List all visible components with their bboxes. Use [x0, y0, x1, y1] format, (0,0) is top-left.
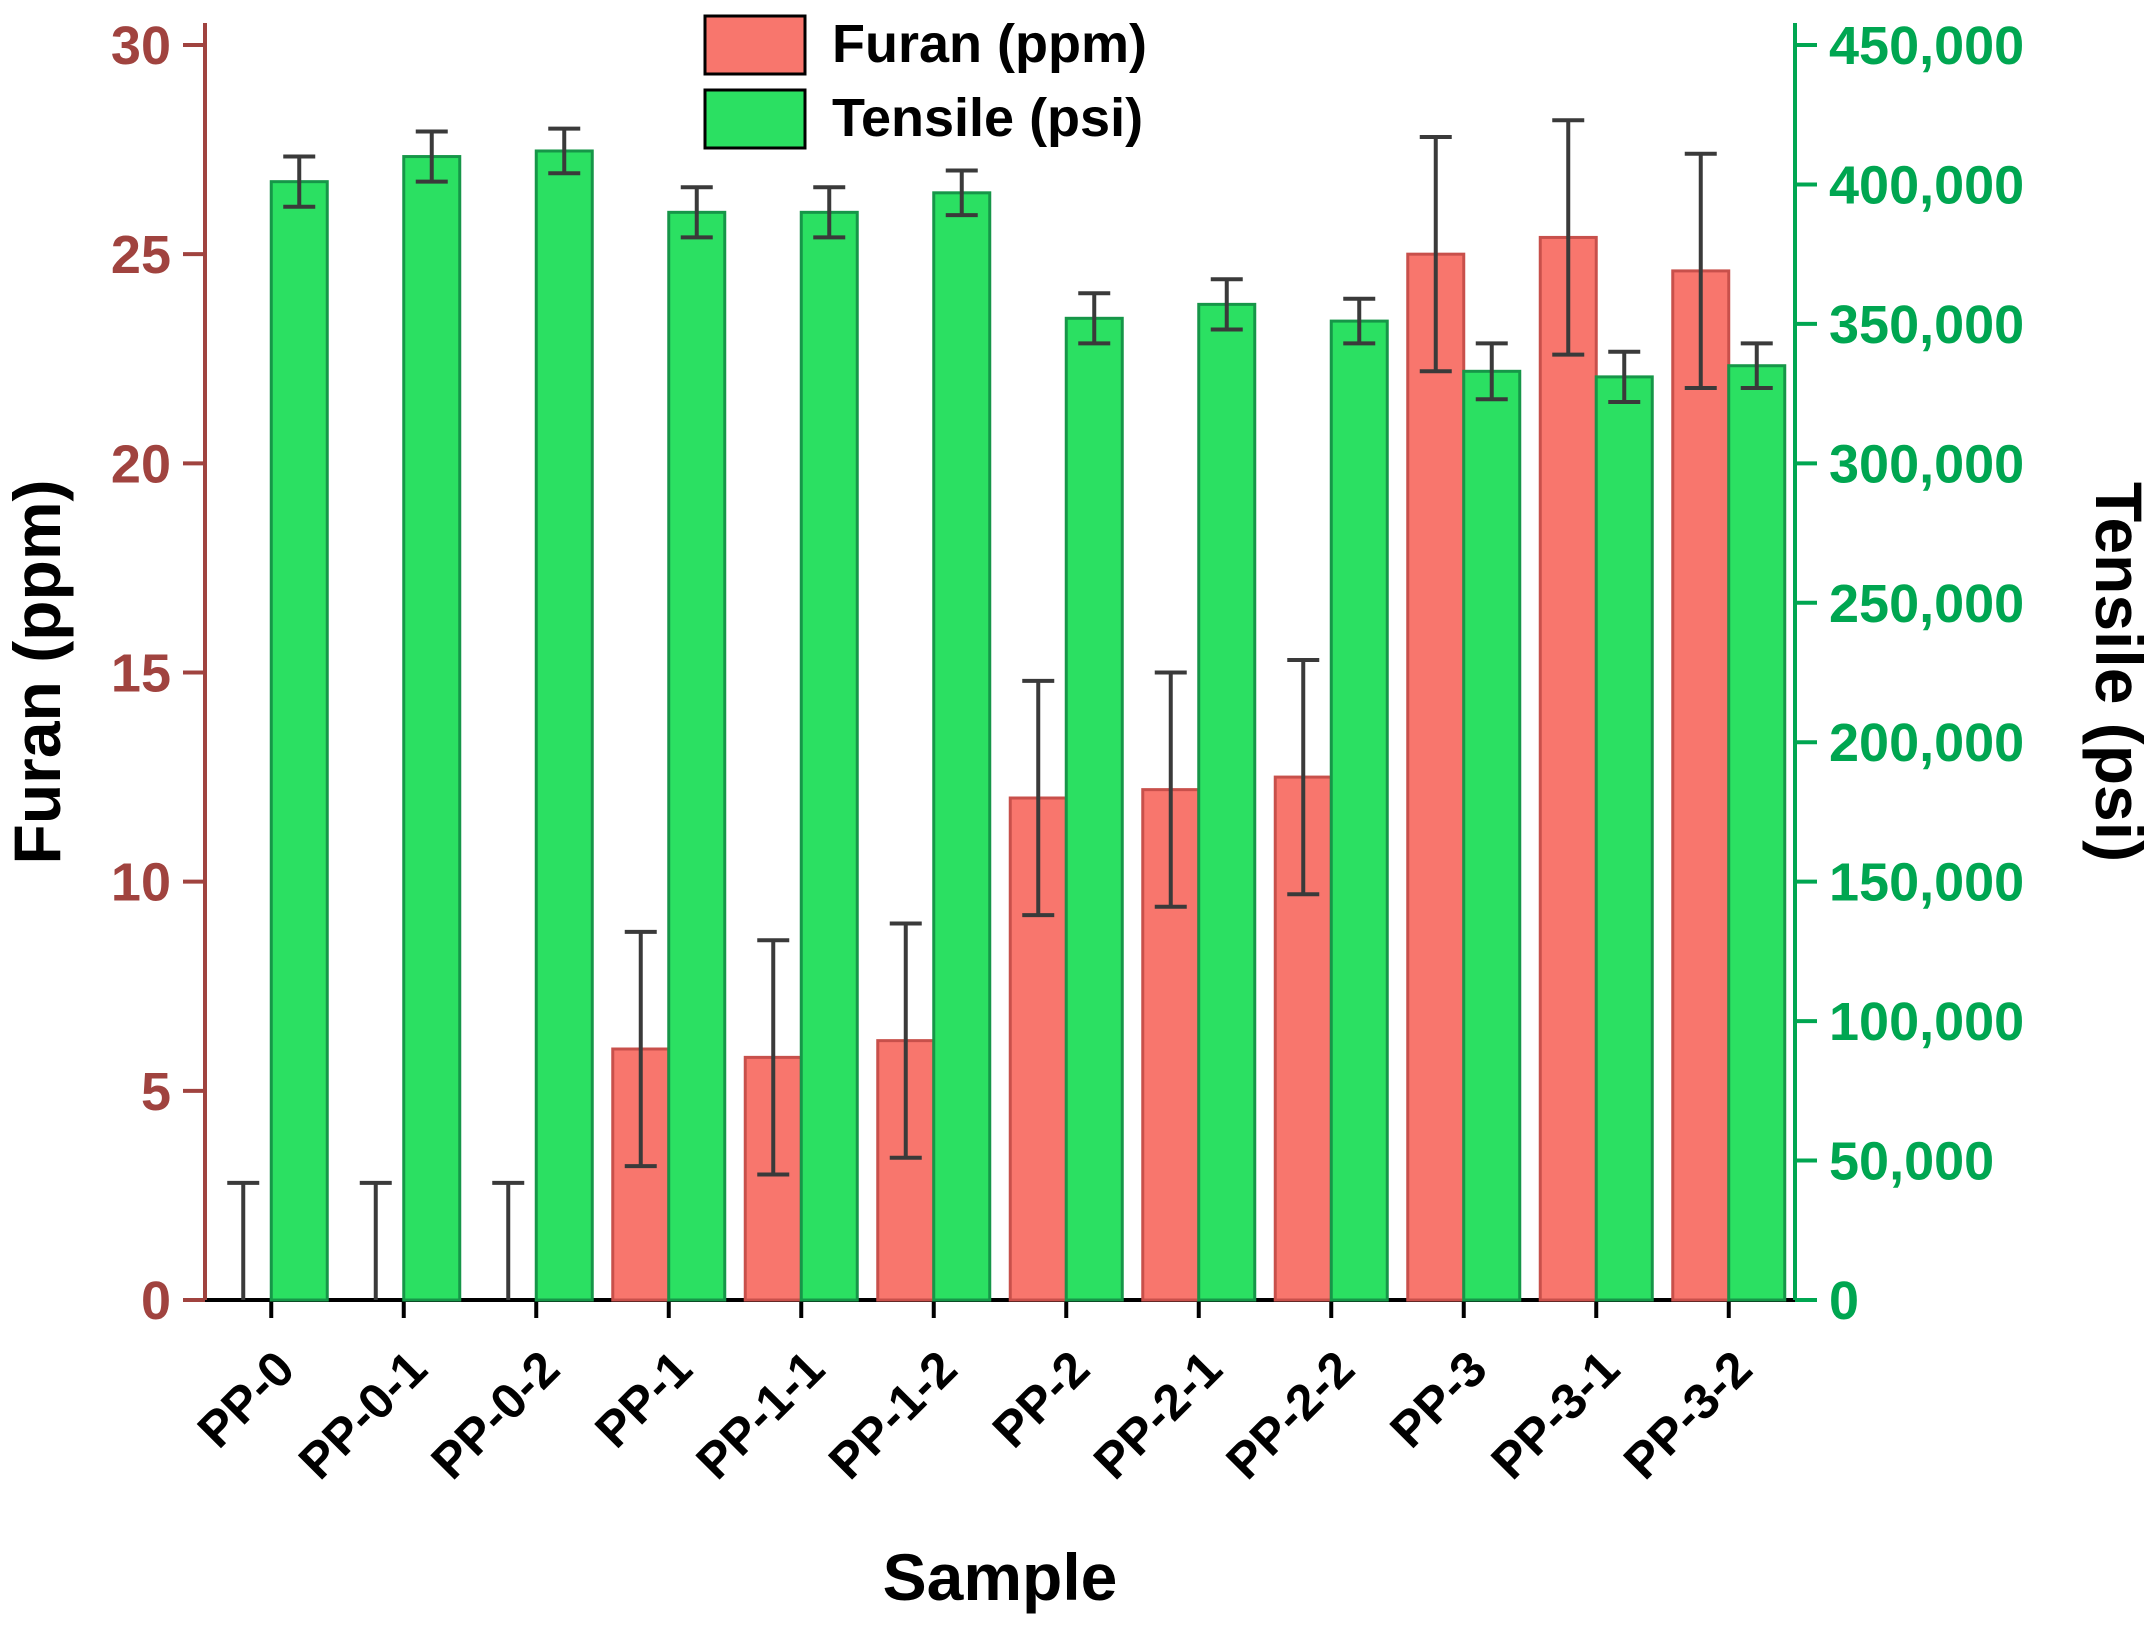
x-tick-label: PP-0-1: [288, 1340, 438, 1490]
y-right-axis-title: Tensile (psi): [2082, 482, 2146, 862]
bar-tensile-PP-3-1: [1594, 375, 1654, 1302]
y-right-tick-label: 400,000: [1829, 155, 2024, 215]
x-tick-label: PP-1-1: [685, 1340, 835, 1490]
x-tick-label: PP-3-2: [1613, 1340, 1763, 1490]
bar-tensile-PP-0-1: [402, 155, 462, 1302]
x-tick-label: PP-0: [187, 1340, 305, 1458]
x-tick-label: PP-2: [982, 1340, 1100, 1458]
y-right-tick-label: 150,000: [1829, 853, 2024, 913]
legend-label-tensile: Tensile (psi): [832, 88, 1143, 148]
x-tick-label: PP-3: [1379, 1340, 1497, 1458]
bar-tensile-PP-3-2: [1727, 364, 1787, 1302]
y-left-tick-label: 25: [111, 225, 171, 285]
x-tick-label: PP-3-1: [1480, 1340, 1630, 1490]
y-right-tick-label: 50,000: [1829, 1132, 1994, 1192]
y-left-tick-label: 10: [111, 853, 171, 913]
y-left-axis-title: Furan (ppm): [0, 480, 74, 865]
y-left-tick-label: 15: [111, 644, 171, 704]
legend-label-furan: Furan (ppm): [832, 14, 1147, 74]
y-left-tick-label: 30: [111, 16, 171, 76]
y-right-tick-label: 450,000: [1829, 16, 2024, 76]
bar-tensile-PP-1: [667, 210, 727, 1302]
x-tick-label: PP-2-1: [1083, 1340, 1233, 1490]
bar-tensile-PP-1-1: [799, 210, 859, 1302]
y-left-tick-label: 20: [111, 434, 171, 494]
y-right-tick-label: 100,000: [1829, 992, 2024, 1052]
y-right-tick-label: 250,000: [1829, 574, 2024, 634]
bar-tensile-PP-0: [269, 180, 329, 1302]
y-right-tick-label: 350,000: [1829, 295, 2024, 355]
x-tick-label: PP-2-2: [1215, 1340, 1365, 1490]
x-tick-label: PP-0-2: [420, 1340, 570, 1490]
legend-swatch-furan: [703, 14, 807, 76]
bar-tensile-PP-1-2: [932, 191, 992, 1302]
bar-tensile-PP-2: [1064, 316, 1124, 1302]
bar-tensile-PP-2-2: [1329, 319, 1389, 1302]
y-right-tick-label: 200,000: [1829, 713, 2024, 773]
plot-area: 0 5 10 15 20 25 30 0 50,000 100,000 150,000 200,000…: [111, 16, 2024, 1490]
bar-tensile-PP-2-1: [1197, 302, 1257, 1302]
y-left-tick-label: 5: [141, 1062, 171, 1122]
bar-tensile-PP-0-2: [534, 149, 594, 1302]
y-left-tick-label: 0: [141, 1271, 171, 1331]
bar-furan-PP-3-1: [1538, 235, 1598, 1302]
legend-swatch-tensile: [703, 88, 807, 150]
y-right-tick-label: 300,000: [1829, 434, 2024, 494]
x-tick-label: PP-1: [584, 1340, 702, 1458]
bar-furan-PP-3-2: [1671, 269, 1731, 1302]
bar-tensile-PP-3: [1462, 369, 1522, 1302]
bar-furan-PP-3: [1406, 252, 1466, 1302]
x-tick-label: PP-1-2: [818, 1340, 968, 1490]
legend: Furan (ppm) Tensile (psi): [703, 14, 1147, 150]
x-axis-title: Sample: [883, 1540, 1118, 1614]
y-right-tick-label: 0: [1829, 1271, 1859, 1331]
